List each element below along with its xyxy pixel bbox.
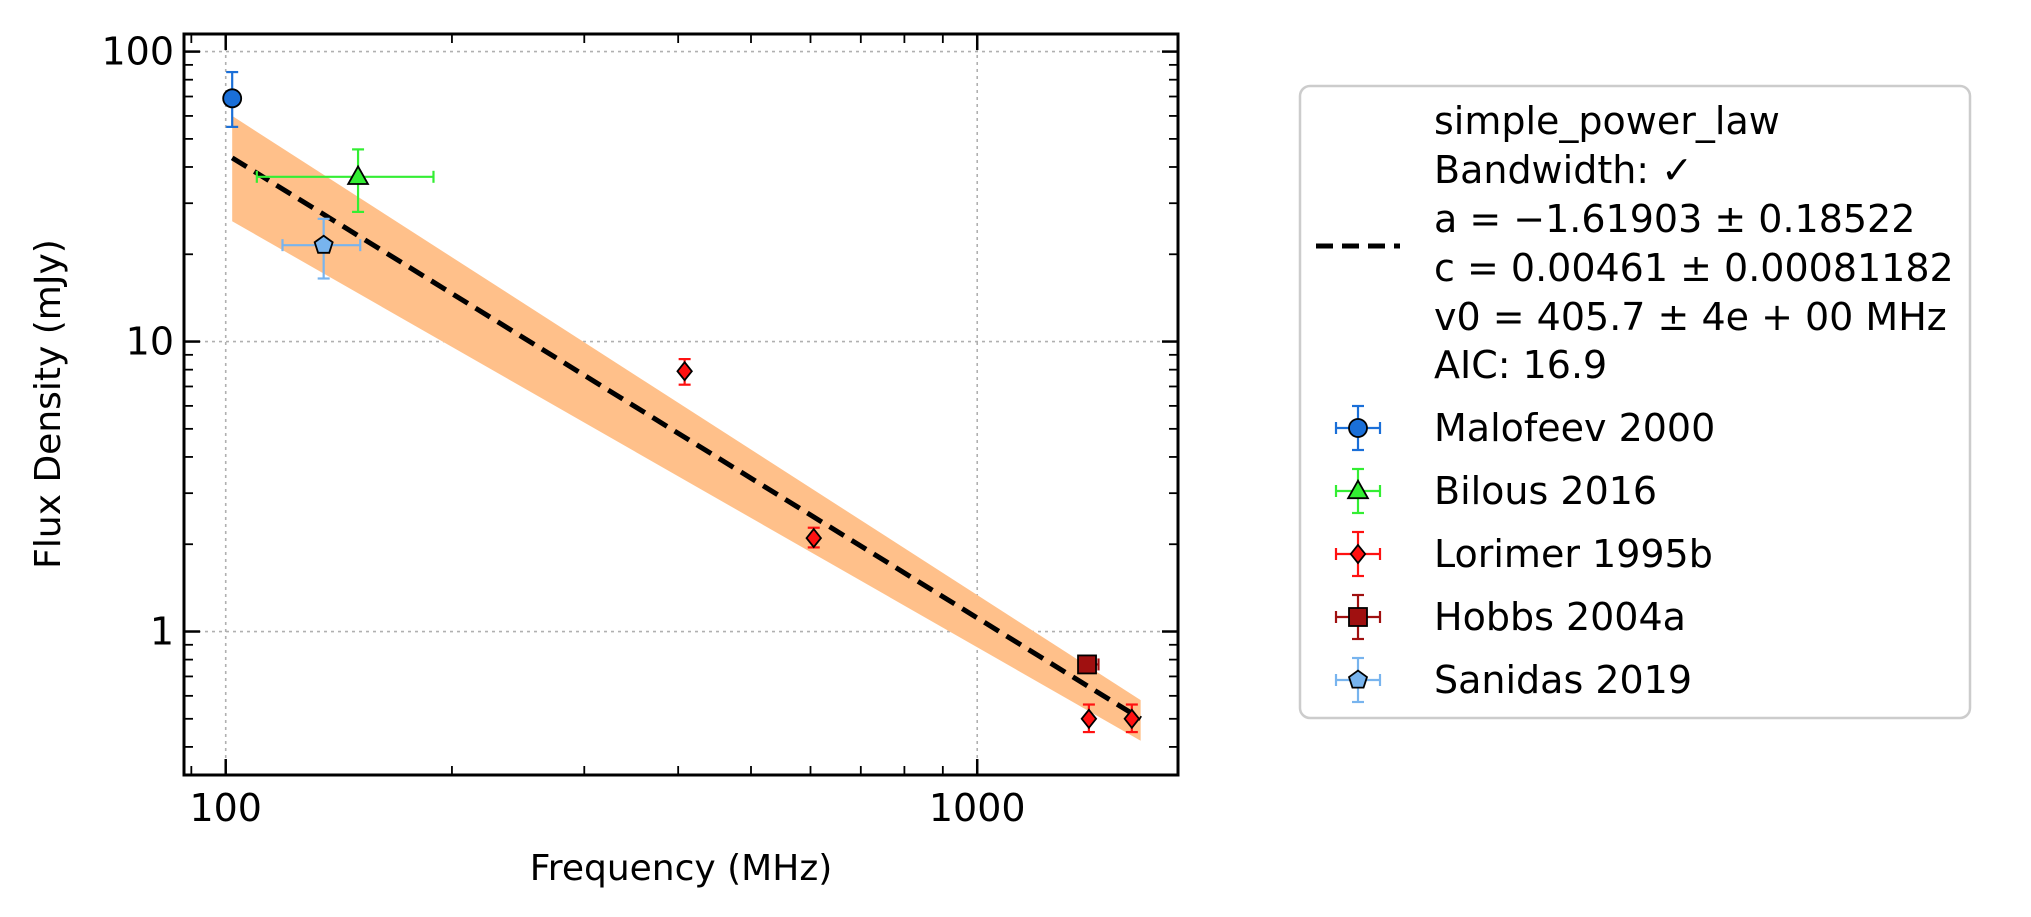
x-tick-label: 1000 — [929, 786, 1026, 830]
point-hobbs-2004a — [1077, 654, 1097, 675]
legend-hobbs-2004a-label: Hobbs 2004a — [1434, 595, 1686, 639]
axis-ticks: 100 1000 1 10 100 — [101, 30, 1178, 830]
point-lorimer-1995b — [676, 360, 693, 382]
data-points-layer — [222, 70, 1141, 734]
plot-frame — [182, 32, 1180, 777]
legend-malofeev-2000-label: Malofeev 2000 — [1434, 406, 1715, 450]
fit-uncertainty-band — [232, 115, 1141, 741]
y-axis-label: Flux Density (mJy) — [28, 239, 69, 569]
legend-fit-bandwidth: Bandwidth: ✓ — [1434, 148, 1693, 192]
fit-line-layer — [230, 155, 1142, 721]
point-sanidas-2019 — [313, 234, 334, 254]
legend: simple_power_law Bandwidth: ✓ a = −1.619… — [1298, 84, 1972, 720]
legend-series-entries: Malofeev 2000 Bilous 2016 Lorimer 1995b Hob… — [1334, 404, 1715, 704]
legend-lorimer-1995b-marker — [1349, 543, 1367, 565]
point-lorimer-1995b — [805, 527, 823, 549]
point-lorimer-1995b — [1080, 708, 1098, 730]
point-malofeev-2000 — [222, 88, 243, 109]
legend-sanidas-2019-marker — [1347, 669, 1369, 689]
fit-uncertainty-band-layer — [232, 115, 1141, 741]
legend-fit-name: simple_power_law — [1434, 99, 1780, 143]
legend-fit-c: c = 0.00461 ± 0.00081182 — [1434, 246, 1954, 290]
legend-fit-v0: v0 = 405.7 ± 4e + 00 MHz — [1434, 295, 1947, 339]
legend-lorimer-1995b-label: Lorimer 1995b — [1434, 532, 1713, 576]
y-tick-label: 100 — [101, 30, 174, 74]
legend-malofeev-2000-marker — [1348, 418, 1368, 438]
legend-fit-aic: AIC: 16.9 — [1434, 343, 1607, 387]
y-tick-label: 10 — [126, 320, 174, 364]
legend-bilous-2016-marker — [1346, 478, 1370, 500]
legend-fit-a: a = −1.61903 ± 0.18522 — [1434, 197, 1915, 241]
point-bilous-2016 — [346, 164, 370, 185]
y-tick-label: 1 — [150, 610, 174, 654]
legend-hobbs-2004a-marker — [1348, 607, 1368, 627]
x-tick-label: 100 — [189, 786, 262, 830]
fit-line — [230, 155, 1142, 721]
legend-frame — [1298, 84, 1972, 720]
x-axis-label: Frequency (MHz) — [530, 848, 833, 889]
legend-bilous-2016-label: Bilous 2016 — [1434, 469, 1657, 513]
legend-sanidas-2019-label: Sanidas 2019 — [1434, 658, 1692, 702]
point-lorimer-1995b — [1123, 708, 1141, 730]
